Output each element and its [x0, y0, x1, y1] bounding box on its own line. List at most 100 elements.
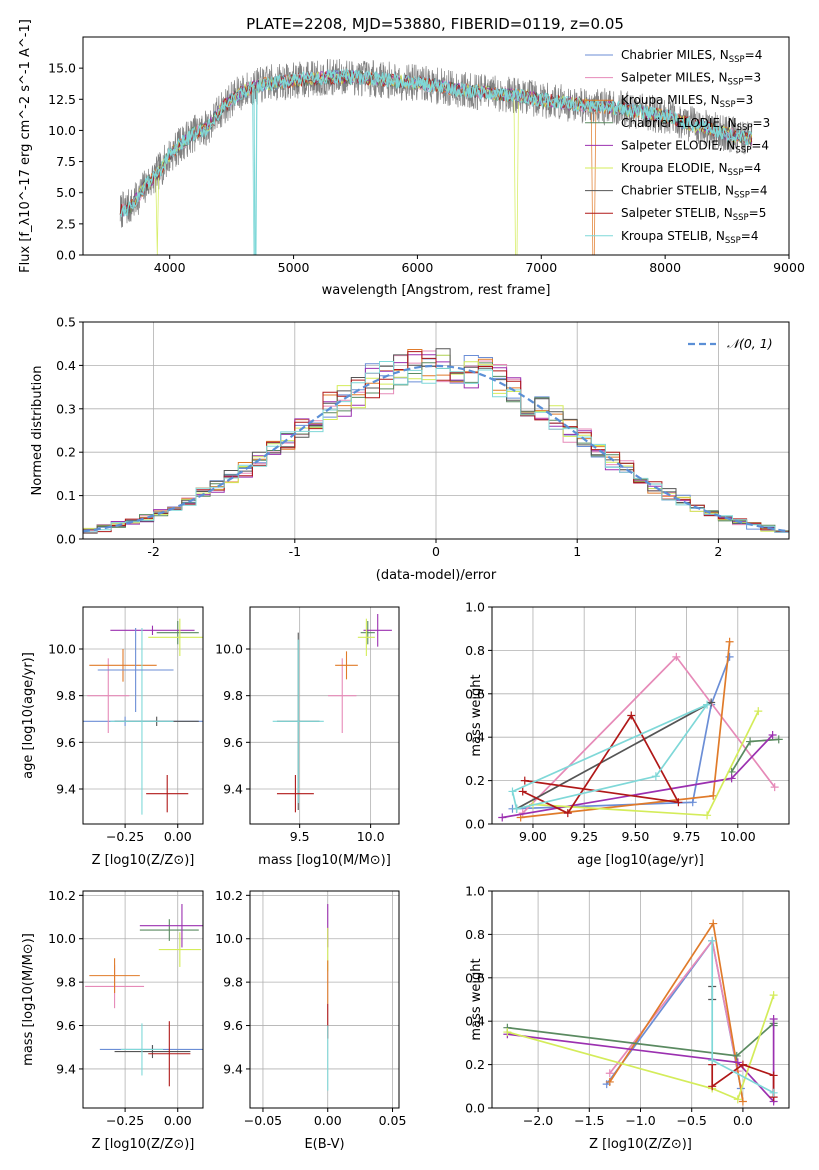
weight_vs_age-xtick-label: 9.00 [519, 829, 547, 844]
residuals-frame [82, 321, 790, 540]
weight_vs_age-marker-salpeter_elodie [498, 813, 507, 822]
age_vs_mass-plot [272, 614, 392, 813]
age_vs_mass-xlabel: mass [log10(M/M⊙)] [258, 853, 391, 868]
age_vs_Z-ytick-label: 9.4 [56, 782, 76, 797]
mass_vs_Z-xlabel: Z [log10(Z/Z⊙)] [92, 1137, 195, 1152]
residuals-ytick-label: 0.3 [56, 401, 76, 416]
weight_vs_Z-marker-salpeter_elodie [769, 1015, 778, 1024]
weight_vs_age-marker-salpeter_stelib [627, 711, 636, 720]
legend-label-sub: SSP [735, 145, 751, 155]
spectrum-xtick-label: 5000 [278, 260, 310, 275]
age_vs_Z-ytick-label: 10.0 [48, 642, 76, 657]
weight_vs_Z-line-salpeter_elodie [507, 1019, 775, 1104]
weight_vs_Z-xtick-label: −2.0 [523, 1113, 553, 1128]
weight_vs_age-marker-salpeter_elodie [727, 774, 736, 783]
residuals-ytick-label: 0.2 [56, 445, 76, 460]
legend-label-main: Chabrier MILES, N [621, 48, 729, 62]
weight_vs_age-xtick-label: 9.25 [570, 829, 598, 844]
weight_vs_Z-ytick-label: 0.6 [465, 970, 485, 985]
weight_vs_Z-marker-kroupa_elodie [769, 991, 778, 1000]
weight_vs_age-ytick-label: 0.4 [465, 730, 485, 745]
weight_vs_Z-marker-salpeter_stelib [769, 1071, 778, 1080]
weight_vs_Z-xtick-label: −1.0 [625, 1113, 655, 1128]
legend-label-sub: SSP [733, 213, 749, 223]
weight_vs_Z-ytick-label: 1.0 [465, 884, 485, 899]
age_vs_Z-plot [83, 618, 203, 815]
residuals-ytick-label: 0.4 [56, 358, 76, 373]
residuals-xtick-label: -2 [147, 544, 159, 559]
weight_vs_age-marker-chabrier_miles [725, 652, 734, 661]
legend-label-0: Chabrier MILES, NSSP=4 [621, 48, 762, 65]
weight_vs_Z-ytick-label: 0.8 [465, 927, 485, 942]
weight_vs_Z-ylabel: mass weight [469, 958, 484, 1040]
weight_vs_age-frame [491, 606, 790, 825]
weight_vs_age-line-chabrier_stelib [516, 701, 712, 810]
spectrum-ytick-label: 5.0 [56, 185, 76, 200]
spectrum-data-line [119, 58, 753, 228]
legend-label-6: Chabrier STELIB, NSSP=4 [621, 184, 768, 201]
age_vs_mass-ytick-label: 9.6 [223, 735, 243, 750]
spectrum-model-line-top [119, 68, 752, 255]
age_vs_mass-xtick-label: 10.0 [357, 829, 385, 844]
mass_vs_Z-ylabel: mass [log10(M/M⊙)] [21, 933, 36, 1066]
age_vs_Z-xtick-label: 0.00 [164, 829, 192, 844]
spectrum-xtick-label: 8000 [649, 260, 681, 275]
legend-label-sub: SSP [720, 100, 736, 110]
spectrum-xtick-label: 7000 [525, 260, 557, 275]
spectrum-frame [82, 36, 790, 256]
weight_vs_age-marker-salpeter_stelib [520, 776, 529, 785]
weight_vs_age-ytick-label: 0.6 [465, 686, 485, 701]
legend-label-tail: =4 [741, 229, 759, 243]
mass_vs_ebv-frame [249, 890, 400, 1109]
weight_vs_age-xlabel: age [log10(age/yr)] [577, 853, 704, 868]
spectrum-xtick-label: 9000 [773, 260, 805, 275]
spectrum-xtick-label: 4000 [154, 260, 186, 275]
weight_vs_age-marker-salpeter_stelib [563, 809, 572, 818]
weight_vs_age-marker-salpeter_elodie [768, 731, 777, 740]
residuals-xtick-label: 1 [573, 544, 581, 559]
weight_vs_Z-marker-kroupa_stelib [769, 1088, 778, 1097]
weight_vs_age-ylabel: mass weight [469, 674, 484, 756]
age_vs_Z-ytick-label: 9.6 [56, 735, 76, 750]
legend-label-tail: =4 [751, 138, 769, 152]
mass_vs_Z-ytick-label: 10.0 [48, 931, 76, 946]
mass_vs_ebv-ytick-label: 10.0 [215, 931, 243, 946]
legend-label-sub: SSP [728, 78, 744, 88]
spectrum-ylabel: Flux [f_λ10^-17 erg cm^-2 s^-1 A^-1] [18, 19, 33, 273]
weight_vs_Z-marker-kroupa_miles [738, 1097, 747, 1106]
legend-label-main: Kroupa STELIB, N [621, 229, 725, 243]
residuals-ytick-label: 0.5 [56, 315, 76, 330]
weight_vs_age-marker-chabrier_stelib [707, 698, 716, 707]
weight_vs_age-xtick-label: 10.00 [720, 829, 756, 844]
residuals-xtick-label: -1 [289, 544, 301, 559]
age_vs_mass-ytick-label: 9.8 [223, 688, 243, 703]
weight_vs_Z-marker-chabrier_elodie [732, 1051, 741, 1060]
age_vs_mass-ytick-label: 9.4 [223, 782, 243, 797]
weight_vs_age-marker-salpeter_miles [672, 652, 681, 661]
age_vs_Z-xlabel: Z [log10(Z/Z⊙)] [92, 853, 195, 868]
legend-label-main: Salpeter STELIB, N [621, 206, 733, 220]
spectrum-ytick-label: 7.5 [56, 154, 76, 169]
legend-label-1: Salpeter MILES, NSSP=3 [621, 71, 761, 88]
weight_vs_Z-marker-kroupa_miles [709, 919, 718, 928]
residuals-legend-label: 𝒩(0, 1) [727, 336, 773, 351]
weight_vs_Z-ytick-label: 0.4 [465, 1014, 485, 1029]
weight_vs_age-marker-kroupa_elodie [754, 707, 763, 716]
weight_vs_Z-marker-salpeter_stelib [738, 1060, 747, 1069]
mass_vs_ebv-xtick-label: 0.05 [379, 1113, 407, 1128]
weight_vs_age-ytick-label: 0.2 [465, 773, 485, 788]
spectrum-ytick-label: 12.5 [48, 92, 76, 107]
weight_vs_Z-marker-kroupa_miles [605, 1077, 614, 1086]
residuals-xlabel: (data-model)/error [376, 568, 497, 583]
weight_vs_Z-line-kroupa_elodie [507, 994, 775, 1101]
legend-label-sub: SSP [734, 191, 750, 201]
legend-label-main: Salpeter MILES, N [621, 71, 728, 85]
weight_vs_Z-plot [503, 919, 778, 1106]
weight_vs_age-marker-chabrier_elodie [746, 737, 755, 746]
legend-label-tail: =4 [745, 48, 763, 62]
weight_vs_age-marker-salpeter_stelib [518, 787, 527, 796]
age_vs_Z-xtick-label: −0.25 [106, 829, 144, 844]
legend-label-tail: =4 [750, 184, 768, 198]
